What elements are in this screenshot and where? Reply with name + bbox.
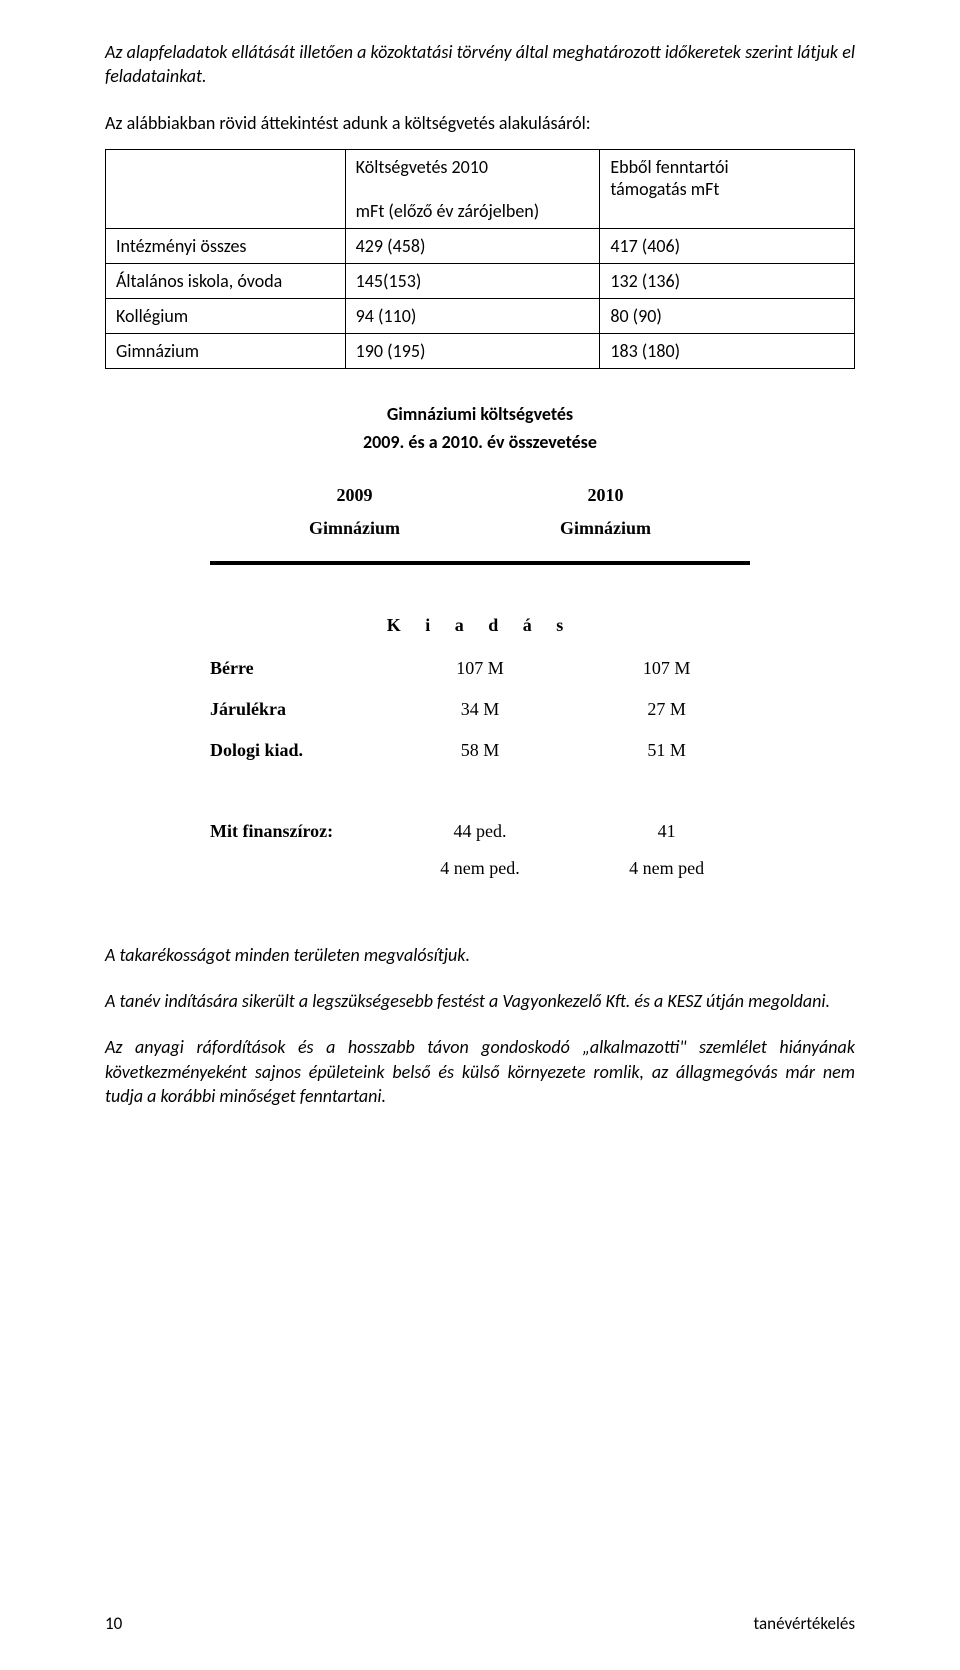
row-value: 58 M	[387, 730, 574, 771]
year-cell: 2010	[480, 479, 731, 512]
inst-cell: Gimnázium	[480, 512, 731, 545]
table-row: Járulékra 34 M 27 M	[200, 689, 760, 730]
table-row: Gimnázium 190 (195) 183 (180)	[106, 333, 855, 368]
row-label: Mit finanszíroz:	[200, 813, 387, 850]
table-row: Gimnázium Gimnázium	[229, 512, 731, 545]
row-label	[200, 850, 387, 887]
table-row: Bérre 107 M 107 M	[200, 648, 760, 689]
table-cell: 94 (110)	[345, 298, 600, 333]
page: Az alapfeladatok ellátását illetően a kö…	[0, 0, 960, 1670]
table-cell: Költségvetés 2010 mFt (előző év zárójelb…	[345, 149, 600, 228]
table-row: Mit finanszíroz: 44 ped. 41	[200, 813, 760, 850]
row-value: 34 M	[387, 689, 574, 730]
table-cell: Intézményi összes	[106, 228, 346, 263]
header-line: támogatás mFt	[610, 178, 719, 200]
row-value: 4 nem ped	[573, 850, 760, 887]
table-cell: Gimnázium	[106, 333, 346, 368]
page-footer: 10 tanévértékelés	[105, 1613, 855, 1634]
table-cell: 132 (136)	[600, 263, 855, 298]
row-value: 51 M	[573, 730, 760, 771]
inst-cell: Gimnázium	[229, 512, 480, 545]
table-cell: 80 (90)	[600, 298, 855, 333]
years-table: 2009 2010 Gimnázium Gimnázium	[229, 479, 731, 545]
header-line: Költségvetés 2010	[356, 156, 488, 178]
table-cell: Ebből fenntartói támogatás mFt	[600, 149, 855, 228]
chart-title: Gimnáziumi költségvetés	[105, 403, 855, 425]
table-cell: Általános iskola, óvoda	[106, 263, 346, 298]
header-line: Ebből fenntartói	[610, 156, 728, 178]
row-value: 44 ped.	[387, 813, 574, 850]
table-row: Költségvetés 2010 mFt (előző év zárójelb…	[106, 149, 855, 228]
table-cell: 429 (458)	[345, 228, 600, 263]
row-value: 107 M	[573, 648, 760, 689]
row-value: 41	[573, 813, 760, 850]
budget-table: Költségvetés 2010 mFt (előző év zárójelb…	[105, 149, 855, 369]
table-row: Intézményi összes 429 (458) 417 (406)	[106, 228, 855, 263]
closing-paragraph-3: Az anyagi ráfordítások és a hosszabb táv…	[105, 1035, 855, 1108]
row-value: 4 nem ped.	[387, 850, 574, 887]
table-row: Dologi kiad. 58 M 51 M	[200, 730, 760, 771]
kiadas-table: Bérre 107 M 107 M Járulékra 34 M 27 M Do…	[200, 648, 760, 771]
table-row: Általános iskola, óvoda 145(153) 132 (13…	[106, 263, 855, 298]
table-cell: 145(153)	[345, 263, 600, 298]
finance-table: Mit finanszíroz: 44 ped. 41 4 nem ped. 4…	[200, 813, 760, 887]
header-line: mFt (előző év zárójelben)	[356, 200, 540, 222]
page-number: 10	[105, 1613, 122, 1634]
kiadas-heading: K i a d á s	[105, 615, 855, 636]
table-row: 4 nem ped. 4 nem ped	[200, 850, 760, 887]
table-cell: 190 (195)	[345, 333, 600, 368]
table-row: Kollégium 94 (110) 80 (90)	[106, 298, 855, 333]
table-cell	[106, 149, 346, 228]
closing-paragraph-2: A tanév indítására sikerült a legszükség…	[105, 989, 855, 1013]
row-label: Dologi kiad.	[200, 730, 387, 771]
table-cell: 417 (406)	[600, 228, 855, 263]
table-cell: 183 (180)	[600, 333, 855, 368]
year-cell: 2009	[229, 479, 480, 512]
separator-bar	[210, 561, 750, 565]
intro-paragraph-1: Az alapfeladatok ellátását illetően a kö…	[105, 40, 855, 89]
chart-block: Gimnáziumi költségvetés 2009. és a 2010.…	[105, 403, 855, 887]
footer-label: tanévértékelés	[754, 1613, 855, 1634]
closing-paragraph-1: A takarékosságot minden területen megval…	[105, 943, 855, 967]
intro-paragraph-2: Az alábbiakban rövid áttekintést adunk a…	[105, 111, 855, 135]
chart-subtitle: 2009. és a 2010. év összevetése	[105, 431, 855, 453]
row-value: 107 M	[387, 648, 574, 689]
table-cell: Kollégium	[106, 298, 346, 333]
row-value: 27 M	[573, 689, 760, 730]
row-label: Bérre	[200, 648, 387, 689]
table-row: 2009 2010	[229, 479, 731, 512]
row-label: Járulékra	[200, 689, 387, 730]
